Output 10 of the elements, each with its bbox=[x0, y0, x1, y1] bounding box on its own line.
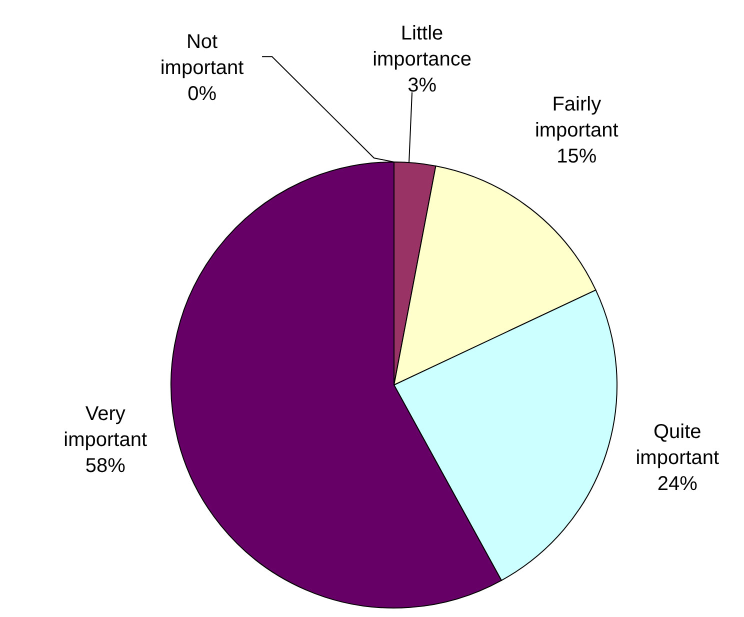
text: 0% bbox=[188, 83, 216, 105]
data-label: 3% bbox=[408, 74, 437, 96]
data-label: 58% bbox=[85, 455, 126, 478]
category-label: Not important bbox=[160, 31, 244, 79]
slice-label: Little importance bbox=[372, 22, 472, 70]
data-label: 24% bbox=[657, 473, 698, 496]
slice-label: Very important bbox=[64, 403, 148, 452]
slice-label: Fairly important bbox=[534, 94, 619, 142]
slice-label: Quite important bbox=[636, 421, 720, 470]
data-label: 15% bbox=[556, 146, 597, 168]
